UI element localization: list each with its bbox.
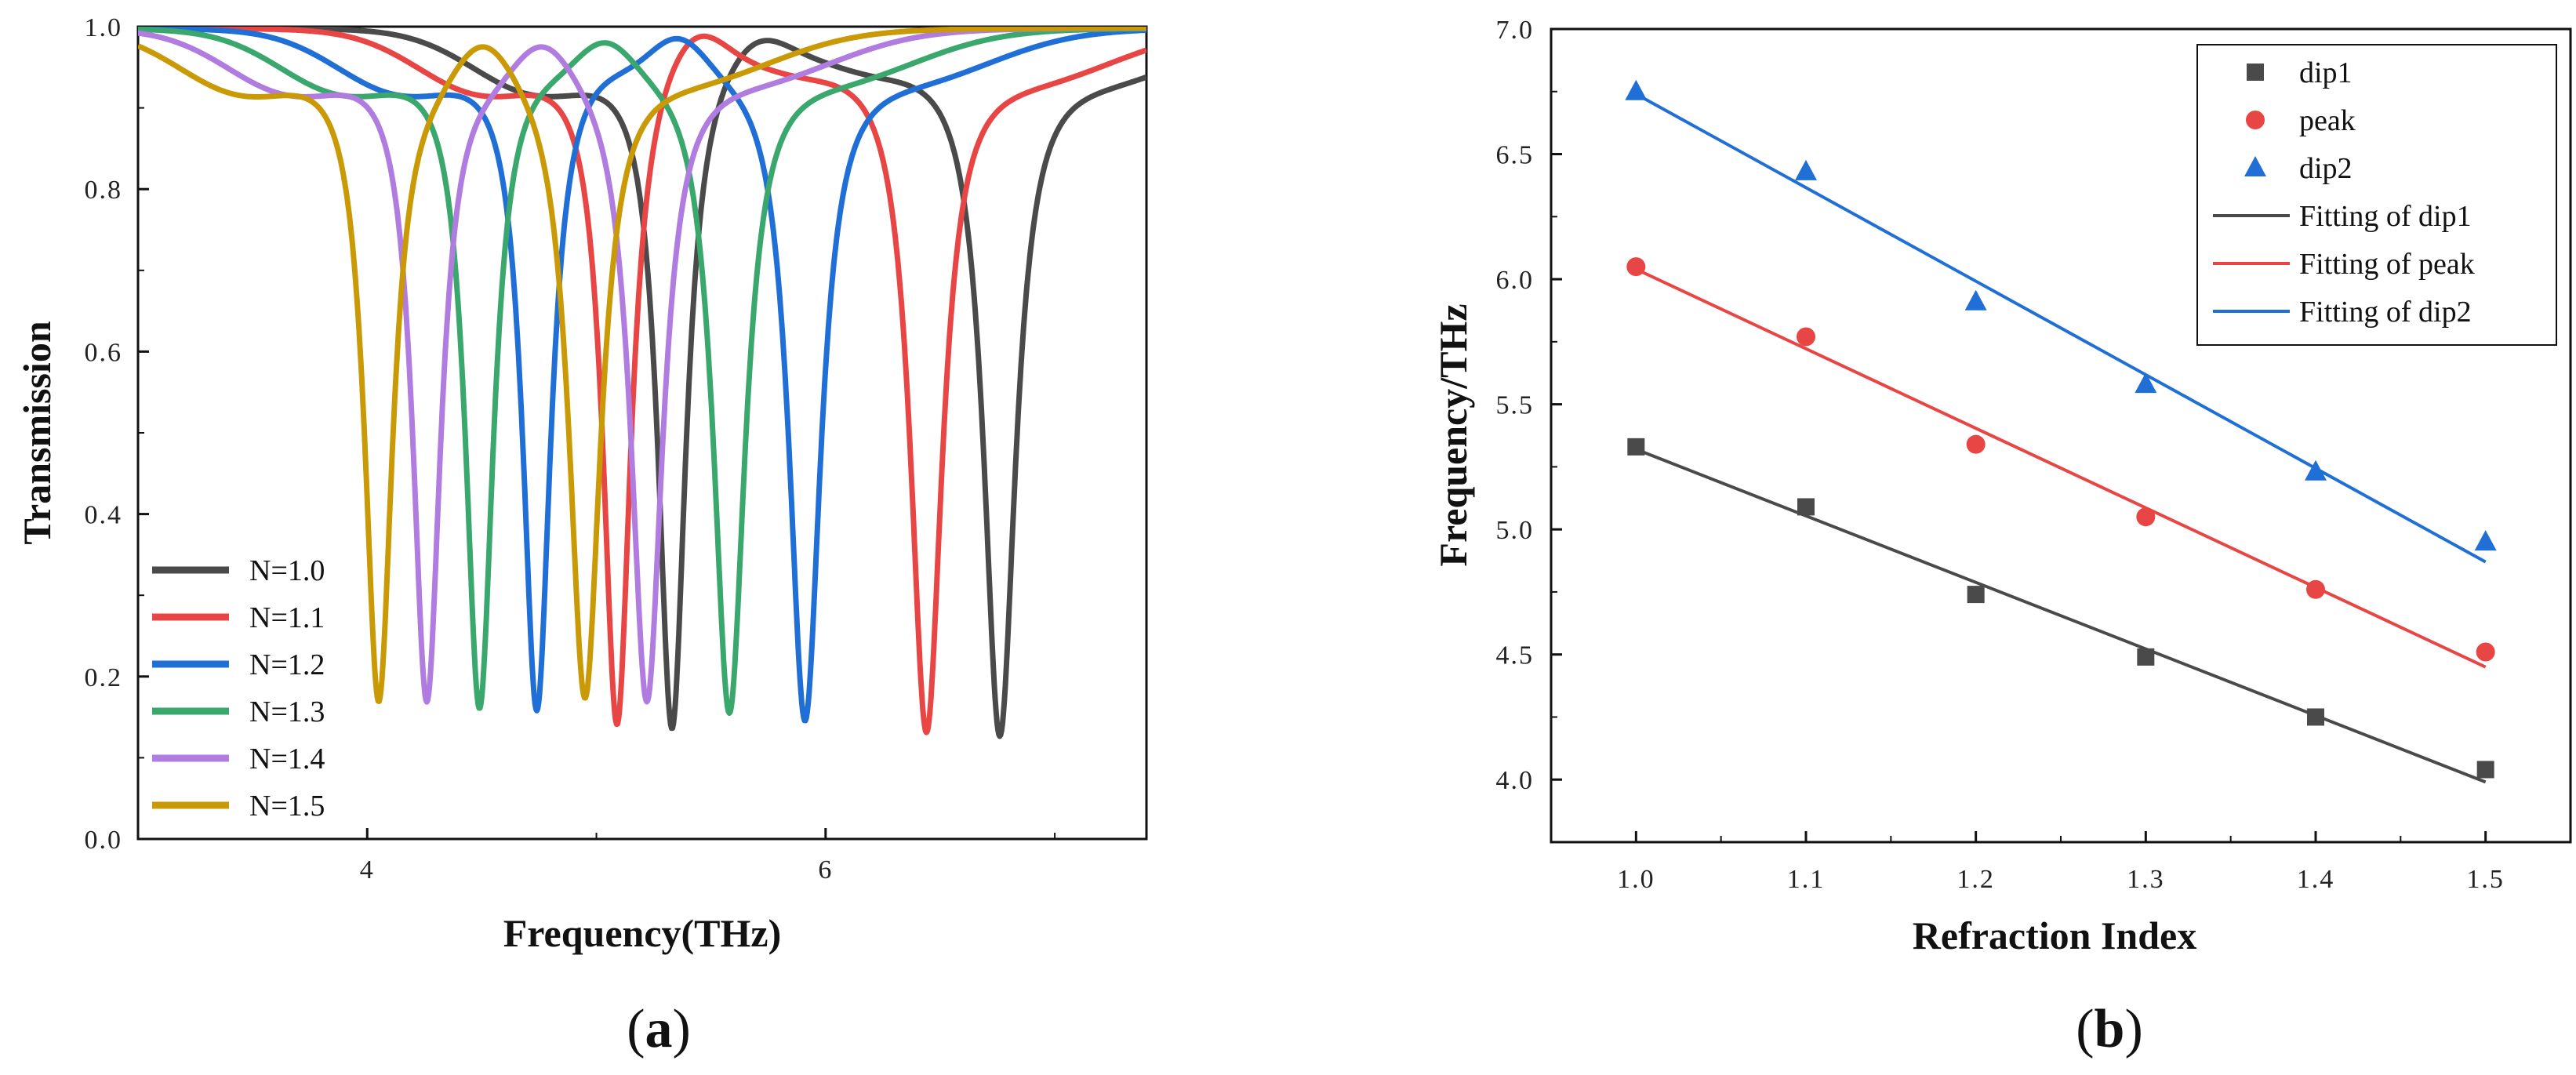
panel-b-y-tick-label: 6.5 (1496, 141, 1535, 170)
data-point-dip2 (2474, 530, 2497, 551)
data-point-dip1 (1627, 438, 1645, 456)
data-point-peak (2136, 507, 2156, 527)
legend-label-Fitting-of-peak: Fitting of peak (2299, 248, 2475, 281)
data-point-dip2 (2305, 459, 2327, 481)
data-point-dip1 (1967, 586, 1985, 604)
series-line-N=1.2 (138, 27, 1146, 724)
data-point-dip2 (1964, 289, 1987, 311)
panel-a-x-axis-title: Frequency(THz) (503, 911, 782, 955)
legend-marker-dip1 (2247, 64, 2264, 81)
legend-label-dip2: dip2 (2299, 152, 2353, 185)
legend-label-Fitting-of-dip2: Fitting of dip2 (2299, 296, 2472, 329)
legend-label-N=1.0: N=1.0 (249, 554, 325, 587)
panel-a-y-tick-label: 0.6 (85, 338, 123, 367)
legend-label-N=1.2: N=1.2 (249, 648, 325, 681)
data-point-peak (1626, 257, 1646, 277)
legend-label-N=1.3: N=1.3 (249, 695, 325, 728)
data-point-dip1 (1797, 498, 1815, 516)
panel-b-y-tick-label: 5.5 (1496, 391, 1535, 420)
panel-b-x-tick-label: 1.3 (2127, 865, 2165, 894)
panel-b-x-tick-label: 1.5 (2466, 865, 2505, 894)
panel-b-y-tick-label: 6.0 (1496, 266, 1535, 295)
panel-b-frequency-vs-index-chart: 4.04.55.05.56.06.57.01.0 1.1 1.2 1.3 1.4 1.5 … (1431, 16, 2572, 1059)
legend-label-N=1.4: N=1.4 (249, 743, 325, 775)
panel-b-x-tick-label: 1.0 (1617, 865, 1655, 894)
panel-b-label: (b) (2076, 999, 2143, 1059)
panel-b-y-tick-label: 4.5 (1496, 641, 1535, 670)
data-point-peak (1797, 327, 1815, 347)
panel-a-y-tick-label: 0.2 (85, 663, 123, 692)
data-point-dip2 (2135, 372, 2157, 394)
panel-a-y-tick-label: 1.0 (85, 13, 123, 42)
data-point-dip1 (2307, 708, 2324, 726)
panel-b-legend-box (2196, 44, 2557, 346)
panel-b-x-tick-label: 1.1 (1787, 865, 1826, 894)
panel-a-x-tick-label: 6 (818, 855, 833, 884)
panel-b-x-tick-label: 1.4 (2297, 865, 2335, 894)
panel-a-transmission-chart: 0.0 0.2 0.4 0.6 0.8 1.0 4 6 N=1.0 N=1.1 N=1.2 N=1.… (15, 13, 1148, 1059)
data-point-peak (2306, 579, 2325, 599)
panel-a-label: (a) (627, 999, 691, 1059)
data-point-dip1 (2476, 761, 2494, 779)
fit-line-Fitting-of-peak (1635, 267, 2487, 669)
series-line-N=1.3 (138, 27, 1146, 716)
legend-label-N=1.5: N=1.5 (249, 790, 325, 823)
legend-marker-peak (2246, 111, 2265, 129)
panel-a-y-axis-title: Transmission (15, 321, 59, 544)
panel-a-y-tick-label: 0.4 (85, 501, 123, 530)
series-line-N=1.5 (138, 27, 1146, 704)
fit-line-Fitting-of-dip1 (1635, 448, 2487, 784)
panel-b-x-tick-label: 1.2 (1957, 865, 1995, 894)
data-point-dip2 (1795, 159, 1817, 180)
data-point-dip2 (1625, 79, 1648, 100)
panel-b-y-tick-label: 4.0 (1496, 766, 1535, 795)
legend-label-N=1.1: N=1.1 (249, 601, 325, 634)
panel-b-y-tick-label: 7.0 (1496, 16, 1535, 45)
legend-label-peak: peak (2299, 104, 2356, 137)
panel-b-y-tick-label: 5.0 (1496, 516, 1535, 545)
legend-label-Fitting-of-dip1: Fitting of dip1 (2299, 200, 2472, 233)
legend-marker-dip2 (2244, 156, 2266, 176)
legend-label-dip1: dip1 (2299, 56, 2353, 89)
data-point-peak (2476, 642, 2495, 662)
panel-b-y-axis-title: Frequency/THz (1431, 303, 1475, 566)
panel-a-y-tick-label: 0.8 (85, 176, 123, 205)
panel-a-y-tick-label: 0.0 (85, 826, 123, 855)
data-point-dip1 (2137, 648, 2155, 666)
panel-a-x-tick-label: 4 (360, 855, 375, 884)
panel-b-x-axis-title: Refraction Index (1913, 913, 2196, 957)
data-point-peak (1966, 434, 1986, 454)
fit-line-Fitting-of-dip2 (1635, 93, 2487, 564)
series-line-N=1.1 (138, 27, 1146, 735)
